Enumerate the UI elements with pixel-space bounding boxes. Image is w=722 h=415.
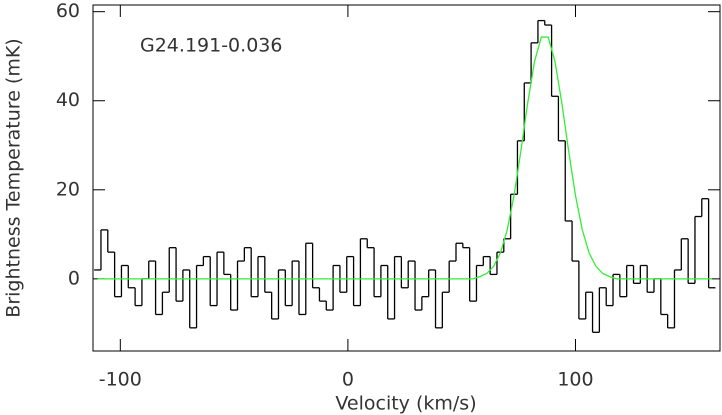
y-tick-label: 60 <box>56 0 80 22</box>
y-tick-label: 0 <box>68 267 80 289</box>
y-tick-label: 40 <box>56 89 80 111</box>
x-tick-label: 0 <box>342 369 354 391</box>
x-tick-label: -100 <box>99 369 142 391</box>
x-tick-label: 100 <box>557 369 593 391</box>
y-axis-label: Brightness Temperature (mK) <box>3 38 25 317</box>
x-axis-label: Velocity (km/s) <box>335 393 476 415</box>
plot-frame <box>92 4 721 352</box>
fit-line <box>97 36 713 280</box>
annotation: G24.191-0.036 <box>140 35 282 57</box>
y-tick-label: 20 <box>56 178 80 200</box>
